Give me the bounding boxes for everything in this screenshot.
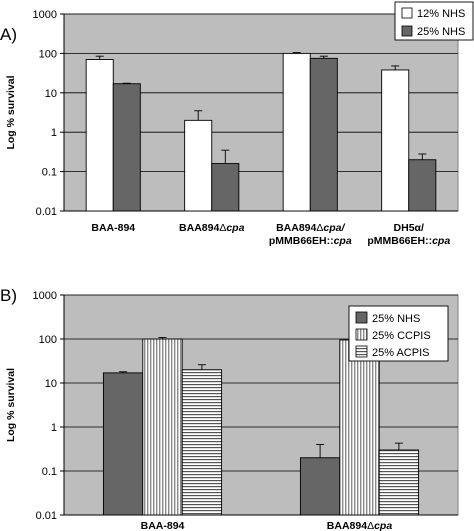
bar [142, 338, 183, 516]
legend-swatch [355, 328, 368, 341]
bar [112, 83, 141, 212]
bar [309, 57, 338, 212]
bar [381, 69, 410, 212]
legend-label: 12% NHS [417, 8, 465, 20]
bar [102, 372, 144, 516]
bar [408, 159, 437, 212]
panel-label: A) [0, 25, 17, 44]
y-tick-label: 10 [45, 88, 57, 100]
bar [85, 59, 114, 212]
bar [299, 457, 341, 516]
y-tick-label: 1 [51, 422, 57, 434]
legend-swatch [355, 311, 368, 324]
x-category-label: BAA-894 [141, 520, 185, 531]
x-category-label: DH5α/pMMB66EH::cpa [367, 222, 450, 247]
bar [181, 369, 223, 516]
panel-b-chart: B) 0.01 0.1 1 10 100 1000 Log % survival BAA-894… [0, 286, 459, 531]
y-axis-label: Log % survival [5, 75, 17, 149]
bar [282, 52, 311, 212]
bar [339, 339, 380, 516]
legend-label: 25% CCPIS [372, 330, 431, 342]
legend-swatch [401, 25, 413, 37]
x-category-label: BAA894Δcpa/pMMB66EH::cpa [269, 222, 352, 247]
x-category-label: BAA894Δcpa [179, 222, 245, 234]
bar [211, 163, 240, 212]
y-tick-label: 1000 [33, 290, 57, 302]
x-category-label: BAA894Δcpa [327, 520, 393, 531]
legend-swatch [355, 345, 368, 358]
y-tick-label: 100 [39, 48, 57, 60]
y-tick-label: 10 [45, 378, 57, 390]
bar [184, 119, 213, 212]
panel-a-chart: A) 0.01 0.1 1 10 100 1000 Log % survival BAA-894… [0, 1, 474, 247]
bar [378, 449, 420, 516]
x-category-label: BAA-894 [91, 222, 135, 234]
y-tick-label: 0.01 [36, 510, 57, 522]
y-tick-label: 0.1 [42, 466, 57, 478]
legend-label: 25% ACPIS [372, 347, 429, 359]
y-tick-label: 100 [39, 334, 57, 346]
y-axis-label: Log % survival [5, 368, 17, 442]
legend-label: 25% NHS [372, 313, 420, 325]
y-tick-label: 0.1 [42, 167, 57, 179]
y-tick-label: 1 [51, 127, 57, 139]
legend-swatch [401, 7, 413, 19]
legend: 12% NHS 25% NHS [394, 1, 474, 41]
panel-label: B) [0, 286, 17, 305]
legend: 25% NHS 25% CCPIS 25% ACPIS [348, 305, 449, 362]
y-tick-label: 1000 [33, 9, 57, 21]
legend-label: 25% NHS [417, 26, 465, 38]
y-tick-label: 0.01 [36, 206, 57, 218]
